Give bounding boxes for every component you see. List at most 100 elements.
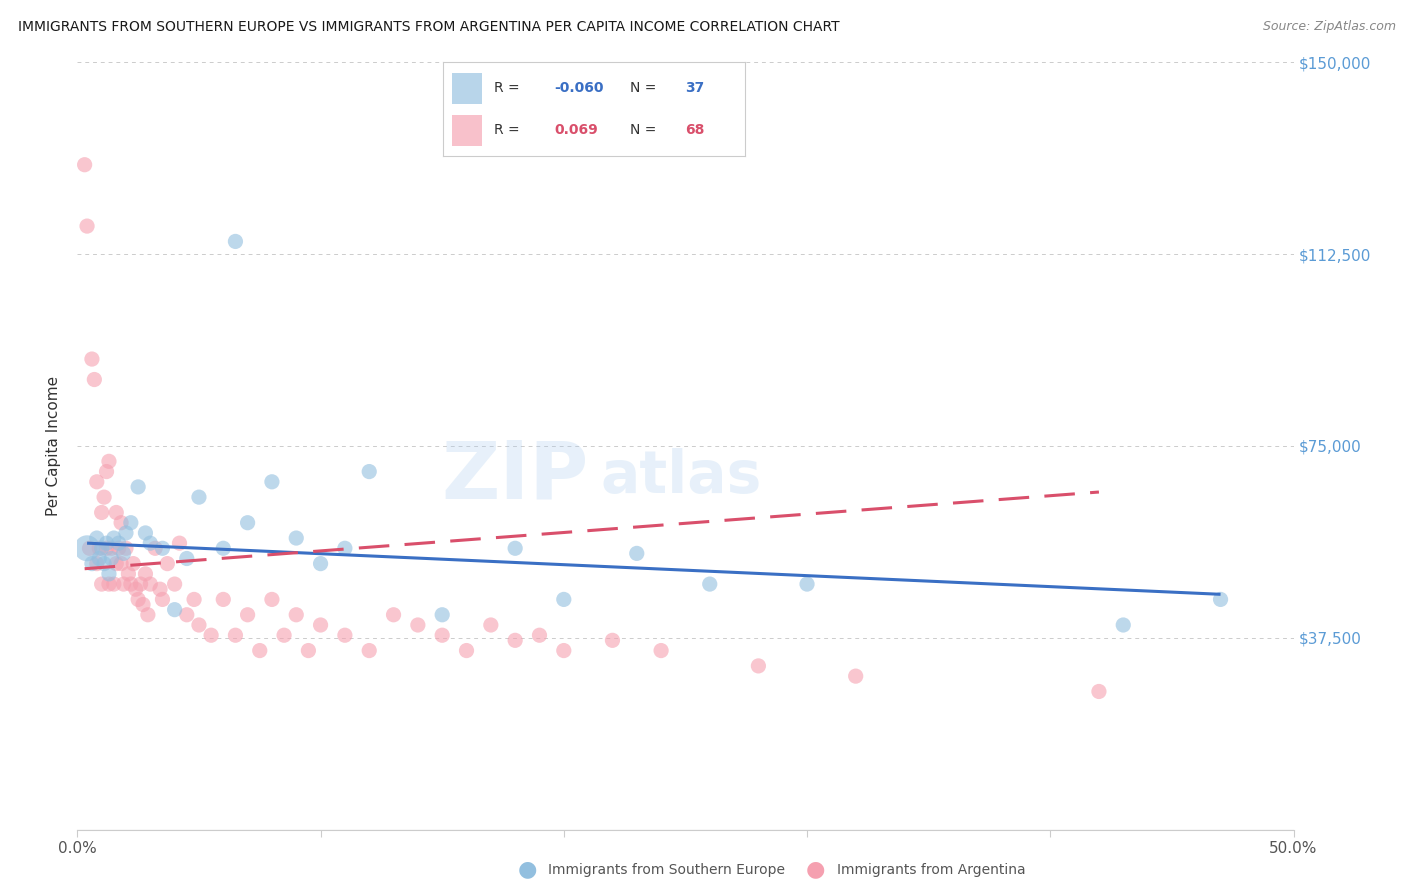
Point: [297, 643, 319, 657]
Point: [76, 219, 98, 233]
Point: [100, 551, 122, 566]
Text: Immigrants from Argentina: Immigrants from Argentina: [837, 863, 1025, 877]
Text: N =: N =: [630, 81, 661, 95]
Point: [132, 598, 155, 612]
Point: [553, 643, 575, 657]
Point: [183, 592, 205, 607]
Point: [176, 607, 198, 622]
Point: [236, 607, 259, 622]
Point: [93, 557, 115, 571]
Point: [97, 454, 120, 468]
Point: [309, 557, 332, 571]
Point: [169, 536, 191, 550]
Point: [112, 577, 135, 591]
Point: [134, 525, 156, 540]
Point: [1088, 684, 1111, 698]
Point: [96, 465, 118, 479]
Point: [105, 506, 128, 520]
Point: [125, 582, 148, 597]
Text: -0.060: -0.060: [555, 81, 605, 95]
Text: N =: N =: [630, 123, 661, 137]
Point: [139, 577, 162, 591]
Point: [236, 516, 259, 530]
Point: [176, 551, 198, 566]
FancyBboxPatch shape: [451, 73, 482, 103]
Text: R =: R =: [495, 123, 529, 137]
Point: [212, 592, 235, 607]
Point: [224, 628, 246, 642]
Point: [110, 557, 132, 571]
Point: [127, 480, 149, 494]
Point: [249, 643, 271, 657]
Point: [117, 566, 139, 581]
Point: [134, 566, 156, 581]
Point: [83, 372, 105, 386]
Point: [224, 235, 246, 249]
Point: [260, 592, 283, 607]
Point: [602, 633, 624, 648]
Text: 68: 68: [685, 123, 704, 137]
Point: [80, 557, 103, 571]
Point: [79, 541, 101, 556]
Point: [650, 643, 672, 657]
Point: [97, 566, 120, 581]
Text: 0.069: 0.069: [555, 123, 599, 137]
Point: [152, 541, 174, 556]
Point: [107, 536, 129, 550]
Point: [152, 592, 174, 607]
Point: [260, 475, 283, 489]
Text: ●: ●: [517, 860, 537, 880]
Point: [309, 618, 332, 632]
Point: [699, 577, 721, 591]
Y-axis label: Per Capita Income: Per Capita Income: [46, 376, 62, 516]
Point: [406, 618, 429, 632]
Point: [90, 577, 112, 591]
Point: [747, 659, 769, 673]
Text: Immigrants from Southern Europe: Immigrants from Southern Europe: [548, 863, 786, 877]
Point: [96, 536, 118, 550]
Point: [285, 531, 308, 545]
Point: [97, 577, 120, 591]
Point: [122, 557, 145, 571]
Point: [626, 546, 648, 560]
Point: [89, 541, 111, 556]
Point: [188, 618, 211, 632]
Point: [359, 643, 381, 657]
Point: [90, 506, 112, 520]
Point: [156, 557, 179, 571]
Point: [163, 577, 186, 591]
Point: [430, 607, 453, 622]
Point: [273, 628, 295, 642]
Point: [529, 628, 551, 642]
Text: IMMIGRANTS FROM SOUTHERN EUROPE VS IMMIGRANTS FROM ARGENTINA PER CAPITA INCOME C: IMMIGRANTS FROM SOUTHERN EUROPE VS IMMIG…: [18, 20, 839, 34]
Point: [103, 577, 125, 591]
Point: [103, 531, 125, 545]
Text: atlas: atlas: [600, 448, 762, 505]
Point: [100, 541, 122, 556]
Point: [86, 557, 108, 571]
Point: [285, 607, 308, 622]
Point: [430, 628, 453, 642]
FancyBboxPatch shape: [451, 115, 482, 145]
Point: [89, 551, 111, 566]
Point: [382, 607, 405, 622]
Point: [107, 541, 129, 556]
Point: [80, 352, 103, 367]
Point: [845, 669, 868, 683]
Point: [333, 628, 356, 642]
Text: ●: ●: [806, 860, 825, 880]
Point: [120, 516, 142, 530]
Text: ZIP: ZIP: [441, 438, 588, 516]
Point: [553, 592, 575, 607]
Text: Source: ZipAtlas.com: Source: ZipAtlas.com: [1263, 20, 1396, 33]
Point: [110, 516, 132, 530]
Point: [136, 607, 159, 622]
Point: [200, 628, 222, 642]
Point: [479, 618, 502, 632]
Point: [333, 541, 356, 556]
Point: [90, 541, 112, 556]
Point: [115, 541, 138, 556]
Point: [120, 577, 142, 591]
Point: [503, 541, 526, 556]
Point: [1209, 592, 1232, 607]
